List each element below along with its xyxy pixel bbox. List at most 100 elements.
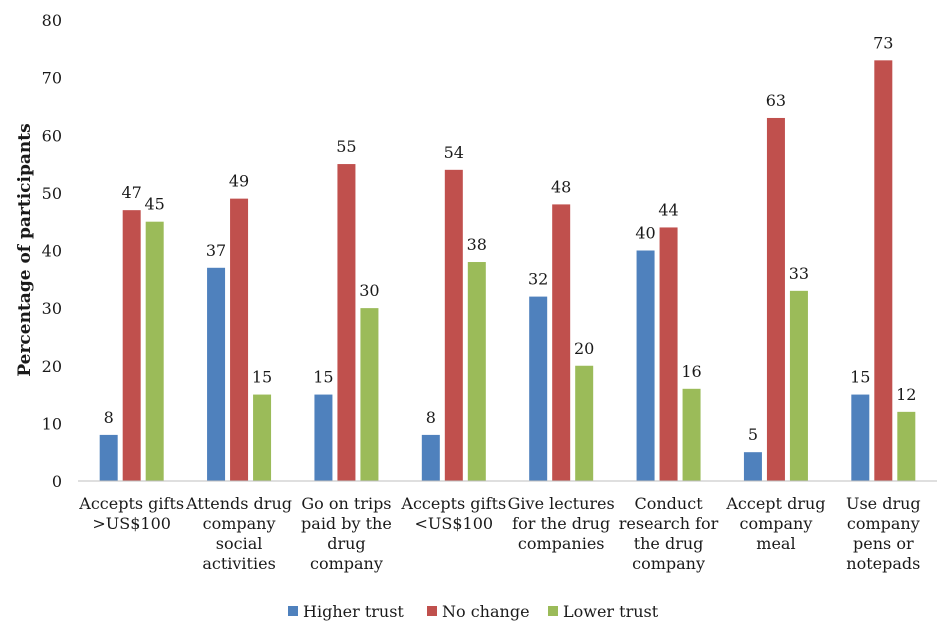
data-label: 55 (336, 137, 356, 156)
bar-lower-trust (682, 388, 701, 481)
data-label: 63 (766, 91, 786, 110)
bar-lower-trust (897, 411, 916, 481)
category-label-line: >US$100 (92, 514, 171, 533)
data-label: 73 (873, 33, 893, 52)
bar-no-change (337, 164, 356, 481)
bar-no-change (874, 60, 893, 482)
bar-lower-trust (467, 262, 486, 481)
legend: Higher trust No change Lower trust (288, 602, 659, 621)
bar-no-change (552, 204, 571, 481)
category-label-line: drug (327, 534, 365, 553)
category-label-line: research for (619, 514, 719, 533)
bar-higher-trust (851, 394, 870, 481)
bar-higher-trust (99, 434, 118, 481)
bar-higher-trust (421, 434, 440, 481)
category-label-line: activities (202, 554, 275, 573)
y-tick-label: 40 (42, 242, 62, 261)
category-label-line: company (632, 554, 705, 573)
category-label-line: company (310, 554, 383, 573)
bar-no-change (444, 169, 463, 481)
data-label: 8 (426, 408, 436, 427)
data-label: 30 (359, 281, 379, 300)
data-label: 15 (850, 368, 870, 387)
data-label: 32 (528, 270, 548, 289)
bar-higher-trust (314, 394, 333, 481)
data-label: 44 (658, 200, 678, 219)
category-label-line: Accepts gifts (400, 494, 506, 513)
data-label: 45 (145, 195, 165, 214)
data-label: 47 (122, 183, 142, 202)
category-label-line: <US$100 (415, 514, 494, 533)
data-label: 37 (206, 241, 226, 260)
category-label: Conduct research for the drug company (619, 494, 719, 573)
y-tick-label: 60 (42, 126, 62, 145)
category-label-line: paid by the (301, 514, 392, 533)
bar-no-change (122, 210, 141, 481)
category-label: Attends drug company social activities (185, 494, 292, 573)
category-label-line: notepads (846, 554, 920, 573)
y-tick-label: 80 (42, 11, 62, 30)
category-label-line: companies (518, 534, 605, 553)
data-label: 20 (574, 339, 594, 358)
data-label: 5 (748, 425, 758, 444)
category-label-line: pens or (853, 534, 914, 553)
bar-higher-trust (207, 267, 226, 481)
y-tick-label: 30 (42, 299, 62, 318)
y-axis-label: Percentage of participants (15, 123, 35, 376)
bar-higher-trust (636, 250, 655, 481)
bar-no-change (659, 227, 678, 481)
legend-swatch (427, 606, 437, 616)
category-label-line: Give lectures (508, 494, 615, 513)
category-label: Go on trips paid by the drug company (301, 494, 392, 573)
category-label: Accepts gifts >US$100 (78, 494, 184, 533)
legend-label: No change (442, 602, 530, 621)
bar-lower-trust (575, 365, 594, 481)
bar-no-change (766, 117, 785, 482)
bar-lower-trust (360, 308, 379, 481)
legend-swatch (548, 606, 558, 616)
data-label: 15 (252, 368, 272, 387)
category-label: Give lectures for the drug companies (508, 494, 615, 553)
data-label: 33 (789, 264, 809, 283)
category-label-line: Attends drug (185, 494, 292, 513)
y-tick-label: 10 (42, 414, 62, 433)
bar-lower-trust (789, 290, 808, 481)
bar-higher-trust (529, 296, 548, 481)
y-axis-title: Percentage of participants (15, 123, 35, 376)
y-tick-label: 20 (42, 357, 62, 376)
data-label: 15 (313, 368, 333, 387)
legend-label: Higher trust (303, 602, 404, 621)
category-label-line: Go on trips (301, 494, 391, 513)
category-label-line: Accept drug (725, 494, 825, 513)
bar-no-change (230, 198, 249, 481)
data-label: 54 (444, 143, 464, 162)
category-label-line: Accepts gifts (78, 494, 184, 513)
category-label: Accept drug company meal (725, 494, 825, 553)
data-label: 40 (635, 224, 655, 243)
data-label: 49 (229, 172, 249, 191)
y-tick-label: 0 (52, 472, 62, 491)
legend-swatch (288, 606, 298, 616)
category-label-line: company (847, 514, 920, 533)
category-label-line: company (203, 514, 276, 533)
category-label: Use drug company pens or notepads (846, 494, 921, 573)
data-label: 16 (681, 362, 701, 381)
bar-lower-trust (145, 221, 164, 481)
category-label-line: the drug (634, 534, 704, 553)
category-label-line: for the drug (512, 514, 610, 533)
data-label: 48 (551, 177, 571, 196)
y-tick-label: 70 (42, 69, 62, 88)
category-label: Accepts gifts <US$100 (400, 494, 506, 533)
y-axis-ticks: 0 10 20 30 40 50 60 70 80 (42, 11, 62, 491)
category-label-line: Conduct (635, 494, 704, 513)
category-label-line: company (739, 514, 812, 533)
y-tick-label: 50 (42, 184, 62, 203)
data-label: 8 (104, 408, 114, 427)
category-label-line: meal (756, 534, 795, 553)
category-label-line: social (216, 534, 263, 553)
data-label: 38 (467, 235, 487, 254)
category-label-line: Use drug (846, 494, 921, 513)
